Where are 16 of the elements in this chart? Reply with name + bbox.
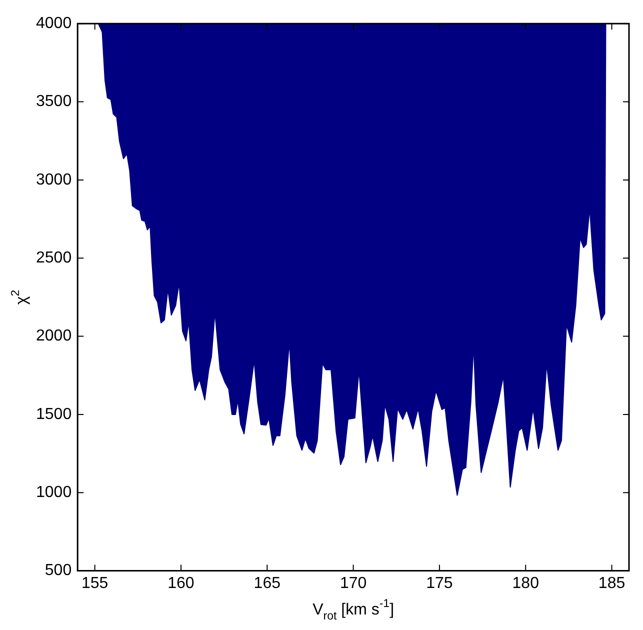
- x-tick-label: 155: [81, 574, 108, 592]
- x-tick-label: 170: [340, 574, 367, 592]
- y-tick-label: 2500: [36, 250, 72, 267]
- x-tick-label: 180: [512, 574, 540, 592]
- y-tick-label: 1500: [36, 406, 72, 423]
- y-tick-label: 1000: [36, 484, 72, 502]
- y-tick-label: 3000: [36, 171, 72, 188]
- y-tick-label: 2000: [36, 328, 72, 345]
- y-axis-title: χ2: [10, 290, 30, 305]
- y-tick-label: 3500: [36, 93, 72, 110]
- y-tick-label: 500: [44, 562, 72, 580]
- x-tick-label: 185: [598, 574, 626, 592]
- x-tick-label: 175: [426, 574, 453, 592]
- x-tick-label: 160: [168, 574, 194, 592]
- y-tick-label: 4000: [36, 15, 72, 32]
- x-tick-label: 165: [254, 574, 281, 592]
